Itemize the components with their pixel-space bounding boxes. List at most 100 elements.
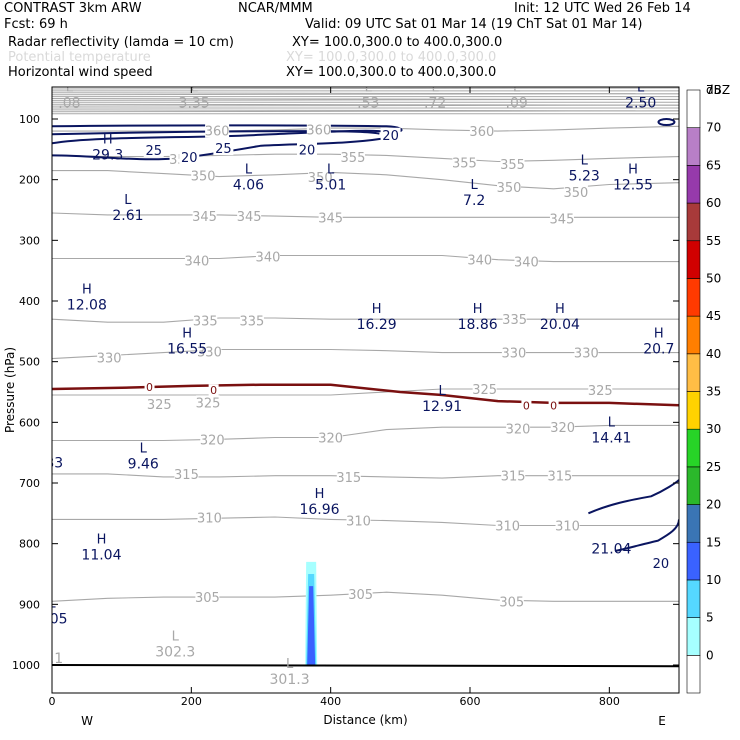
wind-contour [614, 519, 679, 552]
theta-label-bg [555, 518, 580, 533]
extremum-marker: H [103, 132, 113, 147]
colorbar-swatch [686, 391, 701, 430]
extremum-marker: L [439, 384, 447, 399]
colorbar-label: 55 [706, 234, 721, 248]
extremum-marker: H [372, 302, 382, 317]
extremum-marker: L [365, 81, 373, 96]
y-tick-label: 100 [19, 113, 40, 126]
freezing-label-bg [144, 381, 155, 394]
theta-label: 345 [192, 210, 217, 225]
x-tick-label: 200 [181, 695, 202, 708]
theta-label: 315 [336, 471, 361, 486]
extremum-marker: L [245, 163, 253, 178]
init-label: Init: 12 UTC Wed 26 Feb 14 [514, 1, 691, 16]
extremum-marker: H [97, 533, 107, 548]
colorbar-swatch [686, 504, 701, 543]
colorbar-label: 50 [706, 271, 721, 285]
freezing-label-bg [521, 399, 532, 412]
theta-contour-335 [52, 317, 679, 323]
theta-label: 330 [97, 351, 122, 366]
wind-label-bg [380, 127, 401, 142]
freezing-label: 0 [523, 399, 530, 412]
theta-label-bg [174, 466, 199, 481]
extremum-marker: L [581, 154, 589, 169]
freezing-label-bg [208, 384, 219, 397]
colorbar-swatch [686, 541, 701, 581]
extremum-marker: L [637, 81, 645, 96]
field-theta-xy: XY= 100.0,300.0 to 400.0,300.0 [286, 50, 497, 65]
field-wind-label: Horizontal wind speed [8, 65, 153, 80]
theta-label: 320 [550, 421, 575, 436]
colorbar-label: 0 [706, 648, 714, 662]
theta-label: 310 [495, 519, 520, 534]
theta-label: 320 [318, 432, 343, 447]
extremum-value: 2.61 [112, 208, 143, 224]
extremum-value: .72 [424, 96, 446, 112]
field-reflectivity-xy: XY= 100.0,300.0 to 400.0,300.0 [292, 35, 503, 50]
theta-contour-upper [52, 93, 679, 96]
theta-label-bg [237, 209, 262, 224]
wind-label: 20 [382, 129, 399, 144]
wind-contour [52, 130, 380, 136]
colorbar-swatch [686, 466, 701, 505]
plot-area: 3603603603553553553553503503503503453453… [52, 81, 679, 688]
theta-label: 360 [306, 123, 331, 138]
theta-label-bg [193, 313, 218, 328]
extremum-value: 20.04 [540, 317, 580, 333]
model-label: CONTRAST 3km ARW [4, 1, 142, 16]
theta-contour-320 [52, 424, 679, 442]
extremum-value: 7.2 [463, 193, 485, 209]
theta-label-bg [205, 123, 230, 138]
theta-label: 340 [514, 256, 539, 271]
x-tick-label: 600 [460, 695, 481, 708]
extremum-marker: H [182, 326, 192, 341]
colorbar-swatch [686, 165, 701, 204]
theta-label: 315 [547, 470, 572, 485]
extremum-marker: L [286, 657, 294, 672]
theta-contour-345 [52, 212, 679, 218]
wind-label: 20 [299, 143, 316, 158]
colorbar-swatch [686, 89, 701, 128]
theta-label: 340 [467, 254, 492, 269]
theta-contour-upper [52, 87, 679, 90]
theta-label-bg [192, 209, 217, 224]
extremum-value: 16.96 [299, 502, 339, 518]
theta-label-bg [196, 395, 221, 410]
x-end-label-west: W [81, 714, 93, 728]
freezing-level-line [52, 383, 679, 407]
theta-label-bg [501, 345, 526, 360]
extremum-marker: L [513, 81, 521, 96]
theta-label: 310 [555, 519, 580, 534]
freezing-label: 0 [210, 384, 217, 397]
theta-label-bg [563, 184, 588, 199]
plot-frame [51, 86, 680, 694]
extremum-marker: L [432, 81, 440, 96]
plot-clip-group: 3603603603553553553553503503503503453453… [52, 81, 679, 688]
extremum-value: 12.08 [67, 298, 107, 314]
colorbar-label: 25 [706, 460, 721, 474]
extremum-value: 21.04 [591, 542, 631, 558]
theta-label: 340 [256, 251, 281, 266]
wind-label-bg [296, 142, 317, 157]
y-tick-label: 1000 [12, 659, 40, 672]
extremum-value: 16.29 [357, 317, 397, 333]
extremum-marker: L [471, 178, 479, 193]
y-axis-label: Pressure (hPa) [3, 347, 17, 433]
wind-label: 25 [145, 144, 162, 159]
wind-label: 20 [181, 151, 198, 166]
theta-label: 345 [318, 211, 343, 226]
y-tick-label: 700 [19, 477, 40, 490]
extremum-value: 9.46 [128, 457, 159, 473]
colorbar-label: 10 [706, 573, 721, 587]
theta-label: 355 [341, 151, 366, 166]
extremum-value: .08 [58, 96, 80, 112]
colorbar-label: 70 [706, 121, 721, 135]
valid-time-label: Valid: 09 UTC Sat 01 Mar 14 (19 ChT Sat … [305, 17, 643, 32]
colorbar-swatch [686, 353, 701, 392]
wind-label: 20 [653, 557, 670, 572]
theta-label-bg [340, 150, 365, 165]
extremum-marker: L [124, 193, 132, 208]
colorbar-label: 30 [706, 422, 721, 436]
theta-label-bg [197, 344, 222, 359]
